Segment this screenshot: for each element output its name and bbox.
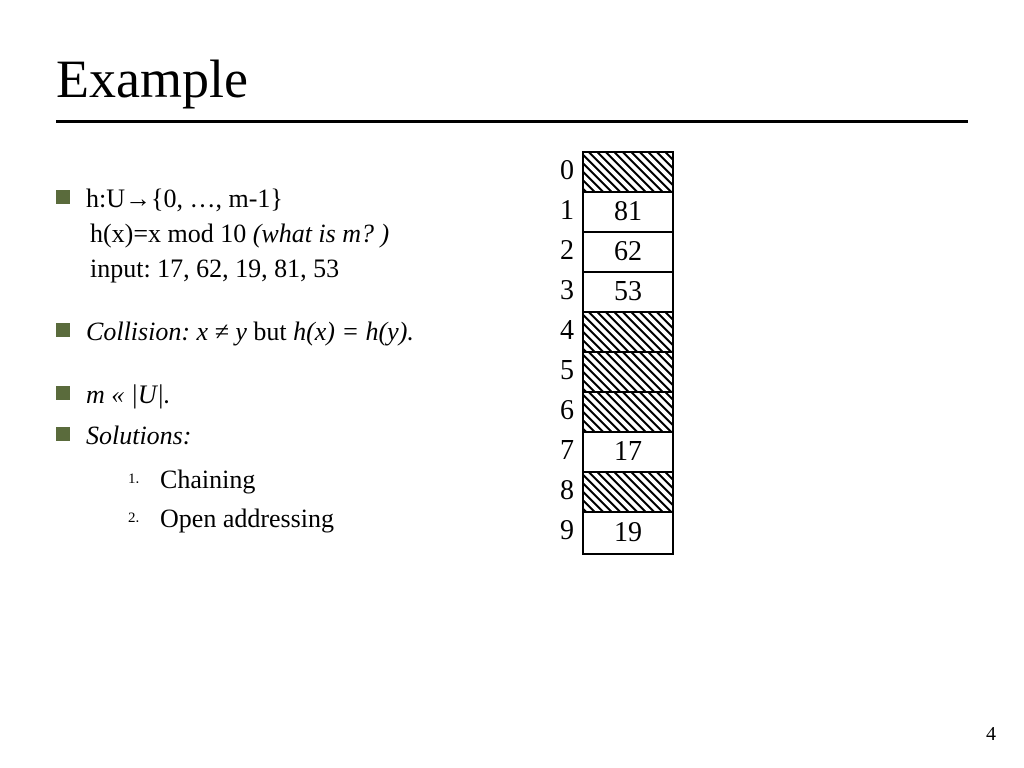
slide: Example h:U→{0, …, m-1} h(x)=x mod 10 (w… (0, 0, 1024, 768)
bullet-1-body: h:U→{0, …, m-1} h(x)=x mod 10 (what is m… (86, 181, 556, 286)
text: but (253, 317, 293, 346)
index-cell: 2 (546, 231, 574, 271)
bullet-3: m « |U|. (56, 377, 556, 412)
value-cell: 53 (584, 273, 672, 313)
value-cell-empty (584, 353, 672, 393)
value-cell: 19 (584, 513, 672, 553)
solution-2: 2. Open addressing (128, 499, 556, 538)
solutions-list: 1. Chaining 2. Open addressing (86, 454, 556, 538)
bullet-square-icon (56, 386, 70, 400)
index-cell: 8 (546, 471, 574, 511)
value-cell: 62 (584, 233, 672, 273)
text-italic: (what is m? ) (253, 219, 390, 248)
index-cell: 1 (546, 191, 574, 231)
bullet-1-line3: input: 17, 62, 19, 81, 53 (86, 251, 556, 286)
value-cell-empty (584, 313, 672, 353)
hash-table: 0123456789 8162531719 (546, 151, 674, 555)
bullet-list: h:U→{0, …, m-1} h(x)=x mod 10 (what is m… (56, 151, 556, 538)
index-cell: 7 (546, 431, 574, 471)
text: Collision: x ≠ y (86, 317, 253, 346)
index-cell: 0 (546, 151, 574, 191)
solution-text: Open addressing (160, 499, 334, 538)
solution-1: 1. Chaining (128, 460, 556, 499)
solutions-label: Solutions: (86, 418, 556, 453)
bullet-square-icon (56, 190, 70, 204)
content-area: h:U→{0, …, m-1} h(x)=x mod 10 (what is m… (56, 151, 968, 555)
bullet-square-icon (56, 323, 70, 337)
text: h(x)=x mod 10 (90, 219, 253, 248)
index-cell: 9 (546, 511, 574, 551)
solution-number: 2. (128, 499, 160, 538)
index-cell: 4 (546, 311, 574, 351)
text: h(x) = h(y). (293, 317, 414, 346)
index-cell: 6 (546, 391, 574, 431)
bullet-2: Collision: x ≠ y but h(x) = h(y). (56, 314, 556, 349)
slide-title: Example (56, 48, 968, 110)
bullet-square-icon (56, 427, 70, 441)
bullet-1-line1: h:U→{0, …, m-1} (86, 181, 556, 216)
bullet-1: h:U→{0, …, m-1} h(x)=x mod 10 (what is m… (56, 181, 556, 286)
bullet-2-body: Collision: x ≠ y but h(x) = h(y). (86, 314, 556, 349)
bullet-4-body: Solutions: 1. Chaining 2. Open addressin… (86, 418, 556, 537)
hash-table-diagram: 0123456789 8162531719 (546, 151, 674, 555)
value-column: 816253 17 19 (582, 151, 674, 555)
value-cell-empty (584, 473, 672, 513)
value-cell-empty (584, 153, 672, 193)
title-rule (56, 120, 968, 123)
page-number: 4 (986, 723, 996, 746)
solution-number: 1. (128, 460, 160, 499)
value-cell: 17 (584, 433, 672, 473)
value-cell-empty (584, 393, 672, 433)
index-column: 0123456789 (546, 151, 574, 555)
bullet-3-body: m « |U|. (86, 377, 556, 412)
bullet-1-line2: h(x)=x mod 10 (what is m? ) (86, 216, 556, 251)
index-cell: 3 (546, 271, 574, 311)
value-cell: 81 (584, 193, 672, 233)
bullet-4: Solutions: 1. Chaining 2. Open addressin… (56, 418, 556, 537)
solution-text: Chaining (160, 460, 255, 499)
index-cell: 5 (546, 351, 574, 391)
